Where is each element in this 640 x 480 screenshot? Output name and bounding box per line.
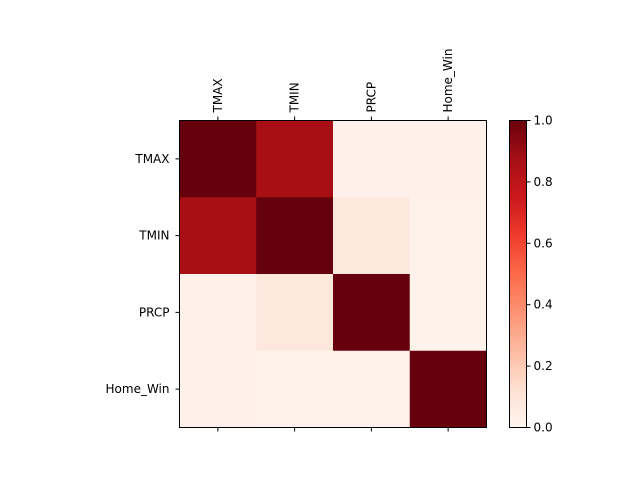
heatmap-cell xyxy=(333,274,411,352)
heatmap-cell xyxy=(409,120,487,198)
colorbar-ticks: 0.0 0.2 0.4 0.6 0.8 1.0 xyxy=(526,114,553,435)
heatmap-cell xyxy=(179,120,257,198)
y-axis: TMAX TMIN PRCP Home_Win xyxy=(106,152,180,396)
heatmap-cell xyxy=(409,350,487,428)
heatmap-cell xyxy=(256,350,334,428)
colorbar-tick-label: 0.6 xyxy=(534,236,553,250)
y-tick-label: Home_Win xyxy=(106,382,170,396)
heatmap-cell xyxy=(409,274,487,352)
y-tick-label: TMAX xyxy=(134,152,169,166)
colorbar: 0.0 0.2 0.4 0.6 0.8 1.0 xyxy=(509,114,553,435)
colorbar-gradient xyxy=(509,120,526,427)
y-tick-label: PRCP xyxy=(139,305,170,319)
x-tick-label: TMIN xyxy=(288,82,302,113)
colorbar-tick-label: 1.0 xyxy=(534,114,553,128)
heatmap-cell xyxy=(179,274,257,352)
heatmap-cell xyxy=(409,197,487,275)
heatmap-cell xyxy=(333,120,411,198)
colorbar-tick-label: 0.0 xyxy=(534,421,553,435)
heatmap-cell xyxy=(179,197,257,275)
colorbar-tick-label: 0.4 xyxy=(534,298,553,312)
colorbar-frame xyxy=(509,120,527,428)
heatmap-cells xyxy=(179,120,487,428)
y-tick-label: TMIN xyxy=(138,229,169,243)
heatmap-cell xyxy=(333,197,411,275)
heatmap-cell xyxy=(256,120,334,198)
heatmap-cell xyxy=(256,197,334,275)
heatmap-cell xyxy=(179,350,257,428)
x-tick-label: TMAX xyxy=(211,78,225,113)
plot-frame xyxy=(179,120,487,428)
heatmap-cell xyxy=(333,350,411,428)
x-tick-label: Home_Win xyxy=(441,49,455,113)
colorbar-tick-label: 0.8 xyxy=(534,175,553,189)
heatmap-cell xyxy=(256,274,334,352)
x-tick-label: PRCP xyxy=(364,82,378,113)
colorbar-tick-label: 0.2 xyxy=(534,359,553,373)
x-axis: TMAX TMIN PRCP Home_Win xyxy=(211,49,455,432)
